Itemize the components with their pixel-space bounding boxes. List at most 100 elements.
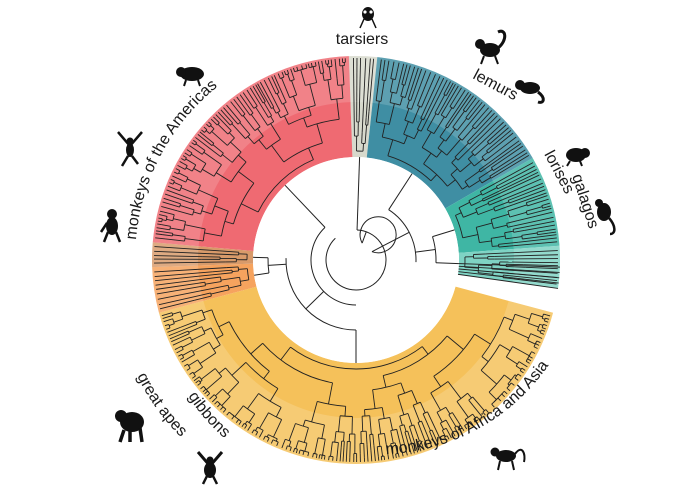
branch-americas-leaf xyxy=(197,133,202,138)
branch-lemurs-leaf xyxy=(498,155,530,174)
branch-lorises-node xyxy=(512,229,515,233)
branch-americas-leaf xyxy=(159,214,164,216)
branch-americas-stem xyxy=(232,104,243,117)
branch-lemurs-stem xyxy=(375,87,379,101)
branch-lemurs-stem xyxy=(484,152,496,162)
branch-americas-stem xyxy=(212,144,224,154)
branch-galagos-leaf xyxy=(520,279,557,285)
branch-africa-asia-leaf xyxy=(476,416,480,421)
branch-americas-leaf xyxy=(173,171,178,175)
branch-americas-stem xyxy=(278,86,287,103)
branch-africa-asia-leaf xyxy=(408,436,415,454)
branch-lemurs-stem xyxy=(456,118,468,131)
branch-africa-asia-leaf xyxy=(373,445,376,462)
branch-africa-asia-leaf xyxy=(541,329,546,332)
branch-africa-asia-stem xyxy=(363,443,365,458)
branch-lemurs-leaf xyxy=(479,121,504,146)
branch-americas-node xyxy=(179,185,183,192)
branch-africa-asia-stem xyxy=(381,407,385,419)
branch-americas-stem xyxy=(292,96,300,111)
branch-lemurs-stem xyxy=(462,103,469,111)
branch-great-apes-leaf xyxy=(154,246,220,252)
sector-shade-americas xyxy=(152,56,351,247)
branch-americas-leaf xyxy=(314,62,317,67)
branch-lemurs-stem xyxy=(416,119,423,130)
branch-lorises-stem xyxy=(526,198,538,204)
branch-lorises-leaf xyxy=(545,202,550,205)
branch-africa-asia-stem xyxy=(508,328,529,339)
branch-lemurs-stem xyxy=(445,107,453,118)
branch-americas-leaf xyxy=(157,220,162,223)
branch-africa-asia-leaf xyxy=(422,446,425,451)
branch-americas-leaf xyxy=(161,205,178,212)
branch-americas-stem xyxy=(194,148,203,155)
branch-africa-asia-stem xyxy=(248,413,256,423)
branch-africa-asia-stem xyxy=(456,425,460,430)
branch-africa-asia-node xyxy=(456,392,468,402)
branch-gibbons-stem xyxy=(232,270,239,273)
branch-lemurs-leaf xyxy=(463,118,501,155)
branch-lorises-stem xyxy=(468,193,482,202)
branch-africa-asia-leaf xyxy=(527,358,532,362)
branch-americas-leaf xyxy=(290,68,293,73)
branch-lemurs-stem xyxy=(420,106,427,119)
branch-lemurs-stem xyxy=(478,168,493,179)
branch-africa-asia-stem xyxy=(280,346,291,361)
branch-gibbons-leaf xyxy=(154,271,213,278)
branch-americas-leaf xyxy=(182,155,187,159)
branch-lemurs-stem xyxy=(468,179,481,188)
branch-africa-asia-stem xyxy=(178,345,182,349)
branch-africa-asia-node xyxy=(481,316,505,357)
branch-americas-stem xyxy=(238,154,247,163)
branch-lorises-leaf xyxy=(513,216,554,227)
branch-americas-stem xyxy=(287,74,291,82)
branch-americas-leaf xyxy=(281,71,284,76)
backbone-hominoid-stem xyxy=(268,263,287,266)
branch-tarsiers-leaf xyxy=(368,58,375,112)
branch-africa-asia-stem xyxy=(503,316,513,321)
branch-americas-leaf xyxy=(155,237,166,240)
branch-africa-asia-stem xyxy=(275,407,282,418)
branch-americas-stem xyxy=(163,211,175,216)
branch-americas-leaf xyxy=(286,69,290,74)
branch-africa-asia-leaf xyxy=(328,456,330,461)
branch-lemurs-stem xyxy=(457,153,465,161)
branch-lorises-stem xyxy=(536,230,546,233)
branch-lemurs-stem xyxy=(439,127,447,138)
branch-lorises-stem xyxy=(507,225,514,228)
branch-gibbons-leaf xyxy=(154,267,227,273)
branch-africa-asia-node xyxy=(537,324,541,331)
branch-lemurs-stem xyxy=(403,135,408,144)
branch-americas-stem xyxy=(250,114,261,128)
branch-lorises-stem xyxy=(462,234,479,239)
branch-americas-stem xyxy=(238,171,255,184)
branch-americas-node xyxy=(285,73,289,76)
branch-americas-stem xyxy=(187,178,201,186)
branch-americas-node xyxy=(201,150,206,155)
branch-africa-asia-stem xyxy=(273,419,283,438)
branch-africa-asia-leaf xyxy=(266,437,270,442)
branch-americas-stem xyxy=(195,143,206,151)
branch-africa-asia-stem xyxy=(445,419,453,431)
branch-lemurs-node xyxy=(423,163,448,187)
branch-africa-asia-stem xyxy=(372,434,375,446)
branch-lemurs-leaf xyxy=(383,60,386,68)
branch-lorises-stem xyxy=(471,199,484,206)
branch-africa-asia-node xyxy=(191,349,195,355)
branch-americas-node xyxy=(231,151,242,163)
backbone-haplorhine-stem xyxy=(361,231,367,244)
branch-lemurs-leaf xyxy=(446,85,459,106)
branch-africa-asia-stem xyxy=(417,422,422,430)
branch-galagos-stem xyxy=(473,253,486,255)
branch-tarsiers-leaf xyxy=(365,58,371,118)
branch-lorises-stem xyxy=(507,204,528,212)
branch-lorises-leaf xyxy=(501,174,540,193)
branch-gibbons-stem xyxy=(210,289,230,295)
branch-americas-stem xyxy=(272,79,280,93)
branch-lemurs-stem xyxy=(380,80,385,102)
branch-lorises-stem xyxy=(513,229,525,233)
branch-americas-stem xyxy=(264,112,269,118)
branch-lemurs-stem xyxy=(447,179,456,187)
branch-lemurs-stem xyxy=(446,138,462,156)
branch-africa-asia-leaf xyxy=(258,433,262,438)
